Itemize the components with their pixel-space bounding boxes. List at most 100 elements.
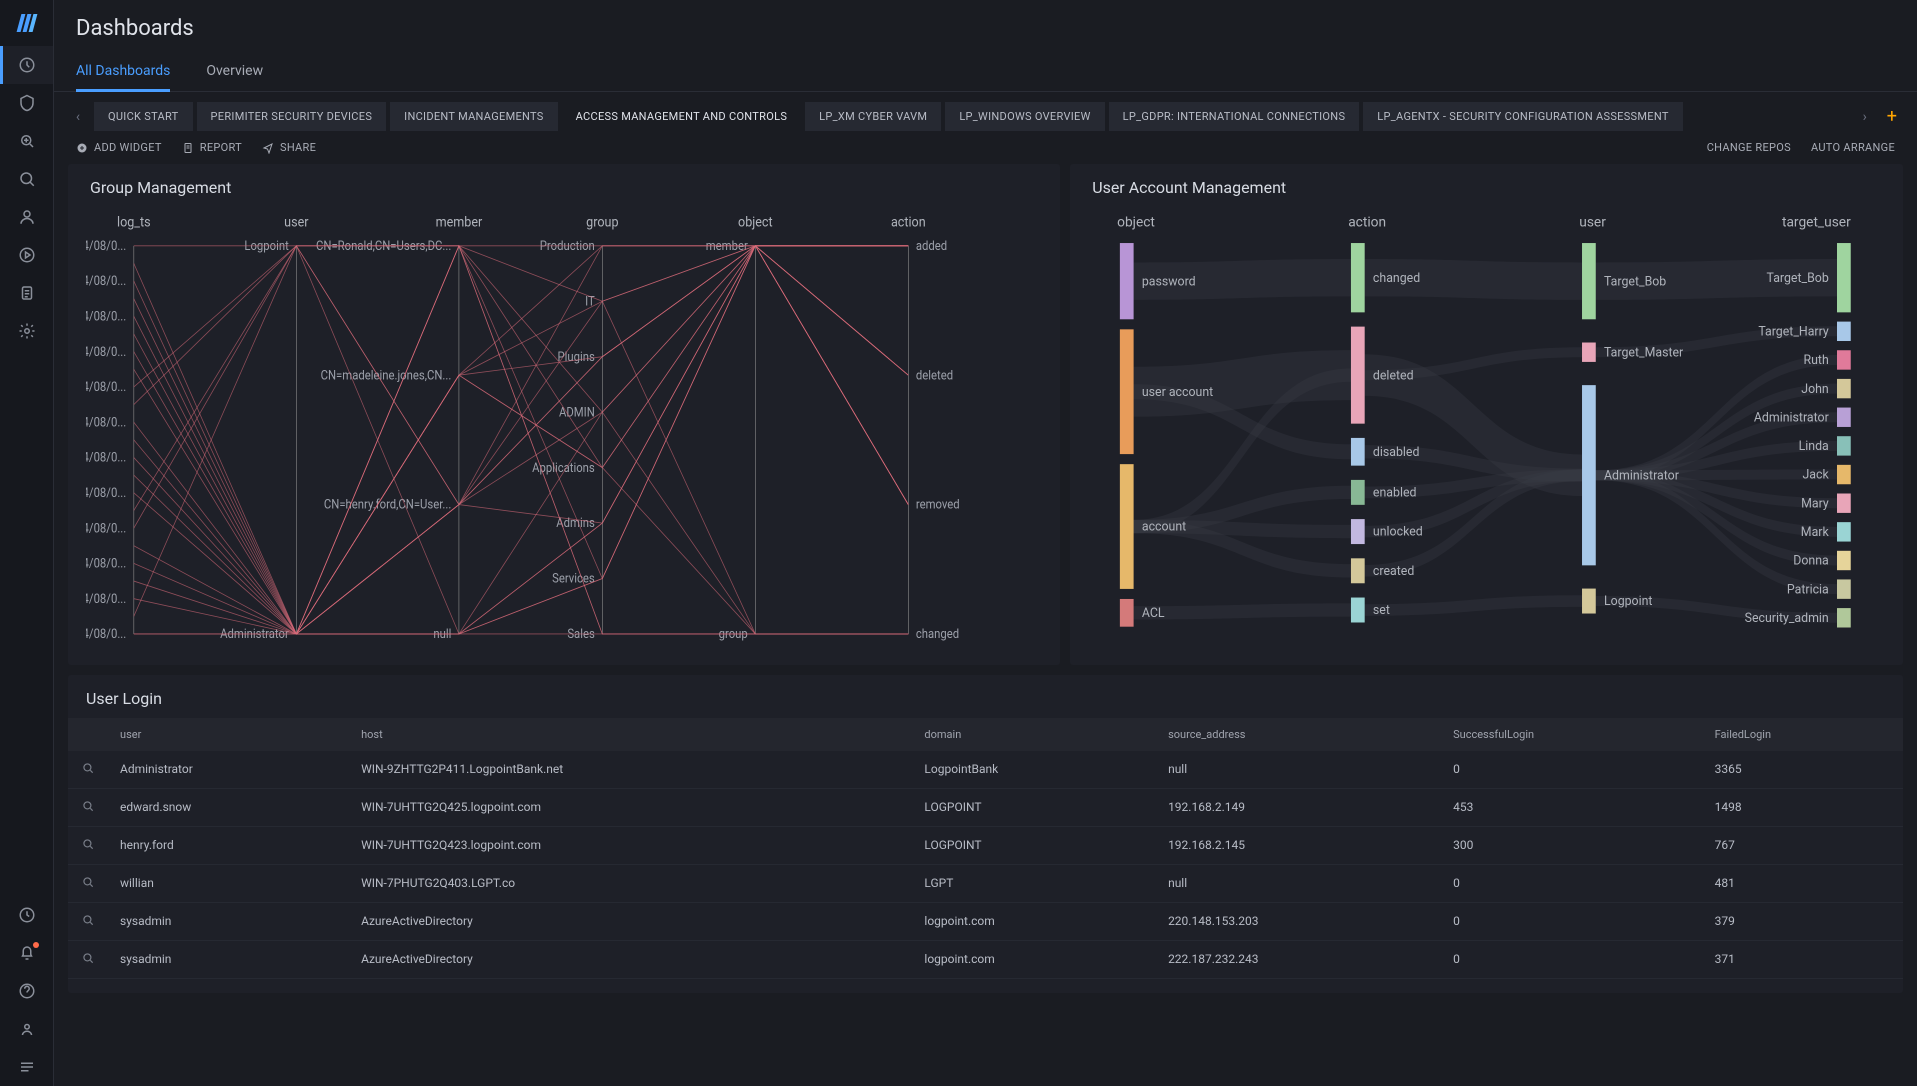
- report-button[interactable]: REPORT: [182, 141, 242, 154]
- nav-clock-icon[interactable]: [0, 896, 53, 934]
- table-row[interactable]: edward.snowWIN-7UHTTG2Q425.logpoint.comL…: [68, 788, 1903, 826]
- svg-text:Patricia: Patricia: [1787, 582, 1829, 597]
- panel-title-gm: Group Management: [86, 178, 1042, 197]
- table-cell: sysadmin: [108, 940, 349, 978]
- table-header[interactable]: source_address: [1156, 718, 1441, 751]
- table-cell: 767: [1703, 826, 1903, 864]
- add-widget-button[interactable]: ADD WIDGET: [76, 141, 162, 154]
- table-cell: WIN-7UHTTG2Q423.logpoint.com: [349, 826, 912, 864]
- nav-clipboard-icon[interactable]: [0, 274, 53, 312]
- report-label: REPORT: [200, 141, 242, 154]
- table-cell: henry.ford: [108, 826, 349, 864]
- svg-text:user: user: [1579, 214, 1606, 230]
- nav-search-icon[interactable]: [0, 160, 53, 198]
- svg-text:user account: user account: [1142, 385, 1213, 400]
- sankey-chart[interactable]: objectactionusertarget_userpassworduser …: [1088, 207, 1885, 651]
- nav-bell-icon[interactable]: [0, 934, 53, 972]
- svg-text:Target_Master: Target_Master: [1604, 345, 1684, 360]
- row-search-icon[interactable]: [68, 751, 108, 789]
- nav-user-icon[interactable]: [0, 198, 53, 236]
- add-dashboard-icon[interactable]: +: [1881, 106, 1903, 127]
- table-cell: AzureActiveDirectory: [349, 940, 912, 978]
- table-cell: 220.148.153.203: [1156, 902, 1441, 940]
- svg-text:action: action: [891, 215, 926, 231]
- change-repos-button[interactable]: CHANGE REPOS: [1707, 141, 1791, 154]
- row-search-icon[interactable]: [68, 940, 108, 978]
- svg-text:Logpoint: Logpoint: [1604, 594, 1652, 609]
- nav-dashboard-icon[interactable]: [0, 46, 53, 84]
- dashboard-tabs-row: ‹ QUICK STARTPERIMITER SECURITY DEVICESI…: [54, 92, 1917, 141]
- svg-text:password: password: [1142, 274, 1196, 289]
- svg-text:account: account: [1142, 520, 1186, 535]
- table-row[interactable]: willianWIN-7PHUTG2Q403.LGPT.coLGPTnull04…: [68, 864, 1903, 902]
- table-row[interactable]: henry.fordWIN-7UHTTG2Q423.logpoint.comLO…: [68, 826, 1903, 864]
- svg-text:2024/08/0...: 2024/08/0...: [86, 380, 126, 395]
- table-cell: 0: [1441, 940, 1703, 978]
- nav-explore-icon[interactable]: [0, 122, 53, 160]
- row-search-icon[interactable]: [68, 902, 108, 940]
- svg-text:set: set: [1373, 603, 1390, 618]
- main-content: Dashboards All Dashboards Overview ‹ QUI…: [54, 0, 1917, 1086]
- dashboard-tab[interactable]: LP_GDPR: INTERNATIONAL CONNECTIONS: [1109, 102, 1360, 131]
- share-button[interactable]: SHARE: [262, 141, 316, 154]
- table-cell: 192.168.2.145: [1156, 826, 1441, 864]
- table-row[interactable]: sysadminAzureActiveDirectorylogpoint.com…: [68, 940, 1903, 978]
- table-header[interactable]: FailedLogin: [1703, 718, 1903, 751]
- svg-text:2024/08/0...: 2024/08/0...: [86, 591, 126, 606]
- nav-profile-icon[interactable]: [0, 1010, 53, 1048]
- nav-shield-icon[interactable]: [0, 84, 53, 122]
- svg-text:deleted: deleted: [1373, 368, 1414, 383]
- auto-arrange-label: AUTO ARRANGE: [1811, 141, 1895, 154]
- logo[interactable]: [0, 0, 53, 46]
- svg-text:Ruth: Ruth: [1804, 353, 1829, 368]
- dashboard-tab[interactable]: INCIDENT MANAGEMENTS: [390, 102, 557, 131]
- dashboard-tab[interactable]: ACCESS MANAGEMENT AND CONTROLS: [562, 102, 802, 131]
- svg-text:added: added: [916, 238, 947, 253]
- dashboard-toolbar: ADD WIDGET REPORT SHARE CHANGE REPOS AUT…: [54, 141, 1917, 164]
- table-header[interactable]: user: [108, 718, 349, 751]
- parallel-coordinates-chart[interactable]: log_ts2024/08/0...2024/08/0...2024/08/0.…: [86, 207, 1042, 651]
- svg-text:Target_Bob: Target_Bob: [1604, 274, 1666, 289]
- svg-text:Target_Bob: Target_Bob: [1767, 271, 1829, 286]
- subtab-all-dashboards[interactable]: All Dashboards: [76, 53, 170, 92]
- table-header[interactable]: host: [349, 718, 912, 751]
- auto-arrange-button[interactable]: AUTO ARRANGE: [1811, 141, 1895, 154]
- svg-text:2024/08/0...: 2024/08/0...: [86, 344, 126, 359]
- subtab-overview[interactable]: Overview: [206, 53, 263, 91]
- table-cell: WIN-9ZHTTG2P411.LogpointBank.net: [349, 751, 912, 789]
- page-header: Dashboards: [54, 0, 1917, 53]
- table-row[interactable]: AdministratorWIN-9ZHTTG2P411.LogpointBan…: [68, 751, 1903, 789]
- svg-text:Linda: Linda: [1799, 439, 1829, 454]
- nav-play-icon[interactable]: [0, 236, 53, 274]
- table-cell: 3365: [1703, 751, 1903, 789]
- row-search-icon[interactable]: [68, 788, 108, 826]
- table-cell: 300: [1441, 826, 1703, 864]
- table-header[interactable]: domain: [912, 718, 1156, 751]
- dashboard-tab[interactable]: LP_AGENTX - SECURITY CONFIGURATION ASSES…: [1363, 102, 1682, 131]
- table-header[interactable]: SuccessfulLogin: [1441, 718, 1703, 751]
- svg-text:Administrator: Administrator: [1604, 468, 1680, 483]
- left-nav-rail: [0, 0, 54, 1086]
- svg-text:2024/08/0...: 2024/08/0...: [86, 521, 126, 536]
- scroll-left-icon[interactable]: ‹: [68, 103, 88, 131]
- user-login-table: userhostdomainsource_addressSuccessfulLo…: [68, 718, 1903, 979]
- dashboard-tab[interactable]: LP_XM CYBER VAVM: [805, 102, 941, 131]
- dashboard-tab[interactable]: QUICK START: [94, 102, 193, 131]
- svg-text:unlocked: unlocked: [1373, 525, 1423, 540]
- row-search-icon[interactable]: [68, 864, 108, 902]
- svg-text:2024/08/0...: 2024/08/0...: [86, 485, 126, 500]
- table-cell: 1498: [1703, 788, 1903, 826]
- table-cell: LogpointBank: [912, 751, 1156, 789]
- svg-text:member: member: [436, 215, 483, 231]
- svg-text:ACL: ACL: [1142, 606, 1165, 621]
- dashboard-tab[interactable]: LP_WINDOWS OVERVIEW: [945, 102, 1104, 131]
- nav-help-icon[interactable]: [0, 972, 53, 1010]
- scroll-right-icon[interactable]: ›: [1855, 103, 1875, 131]
- table-row[interactable]: sysadminAzureActiveDirectorylogpoint.com…: [68, 902, 1903, 940]
- dashboard-tab[interactable]: PERIMITER SECURITY DEVICES: [197, 102, 387, 131]
- nav-lines-icon[interactable]: [0, 1048, 53, 1086]
- add-widget-label: ADD WIDGET: [94, 141, 162, 154]
- nav-gear-icon[interactable]: [0, 312, 53, 350]
- table-cell: 453: [1441, 788, 1703, 826]
- row-search-icon[interactable]: [68, 826, 108, 864]
